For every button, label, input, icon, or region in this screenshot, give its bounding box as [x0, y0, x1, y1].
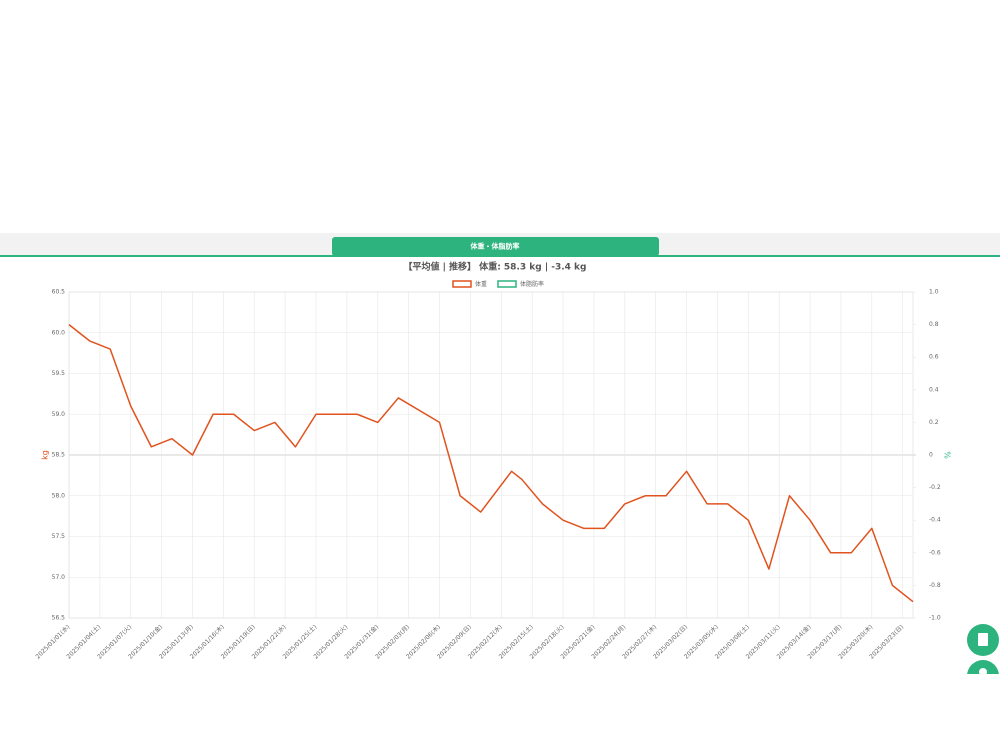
- y2-tick-label: -0.6: [929, 549, 941, 556]
- line-series: [68, 324, 914, 603]
- y-tick-label: 60.0: [52, 329, 66, 336]
- y2-tick-label: -0.8: [929, 582, 941, 589]
- y2-tick-label: -0.4: [929, 517, 941, 524]
- y-tick-label: 57.5: [52, 533, 66, 540]
- x-tick-label: 2025/03/23(日): [868, 624, 905, 661]
- plot: 56.5 57.0 57.5 58.0 58.5 59.0 59.5 60.0 60.5 -1.0…: [34, 280, 941, 660]
- y2-tick-label: 0.8: [929, 321, 939, 328]
- plot-frame: [68, 291, 914, 619]
- y2-axis-label: %: [943, 451, 952, 459]
- y-tick-label: 57.0: [52, 574, 66, 581]
- y2-tick-label: 0.6: [929, 354, 939, 361]
- legend-label: 体脂肪率: [520, 280, 544, 288]
- y2-tick-label: 0.2: [929, 419, 939, 426]
- legend-swatch: [497, 280, 517, 288]
- chart-title: 【平均値 | 推移】 体重: 58.3 kg | -3.4 kg: [404, 261, 587, 273]
- y2-tick-label: -0.2: [929, 484, 941, 491]
- tab-label[interactable]: 体重・体脂肪率: [471, 242, 520, 251]
- tab-underline: [0, 255, 1000, 257]
- y-axis-label: kg: [41, 450, 50, 460]
- tab[interactable]: [332, 237, 659, 256]
- y-tick-label: 59.5: [52, 370, 66, 377]
- y2-tick-label: 1.0: [929, 289, 939, 296]
- y-tick-label: 58.0: [52, 492, 66, 499]
- legend-label: 体重: [475, 280, 487, 288]
- y-tick-label: 56.5: [52, 615, 66, 622]
- fab-icon: [978, 633, 988, 646]
- footer-space: [0, 673, 1000, 750]
- y2-tick-label: -1.0: [929, 615, 941, 622]
- y2-tick-label: 0: [929, 452, 933, 459]
- y-tick-label: 60.5: [52, 289, 66, 296]
- y-tick-label: 58.5: [52, 452, 66, 459]
- y-tick-label: 59.0: [52, 411, 66, 418]
- fab-clip: [960, 674, 1000, 704]
- legend-swatch: [452, 280, 472, 288]
- y2-tick-label: 0.4: [929, 386, 939, 393]
